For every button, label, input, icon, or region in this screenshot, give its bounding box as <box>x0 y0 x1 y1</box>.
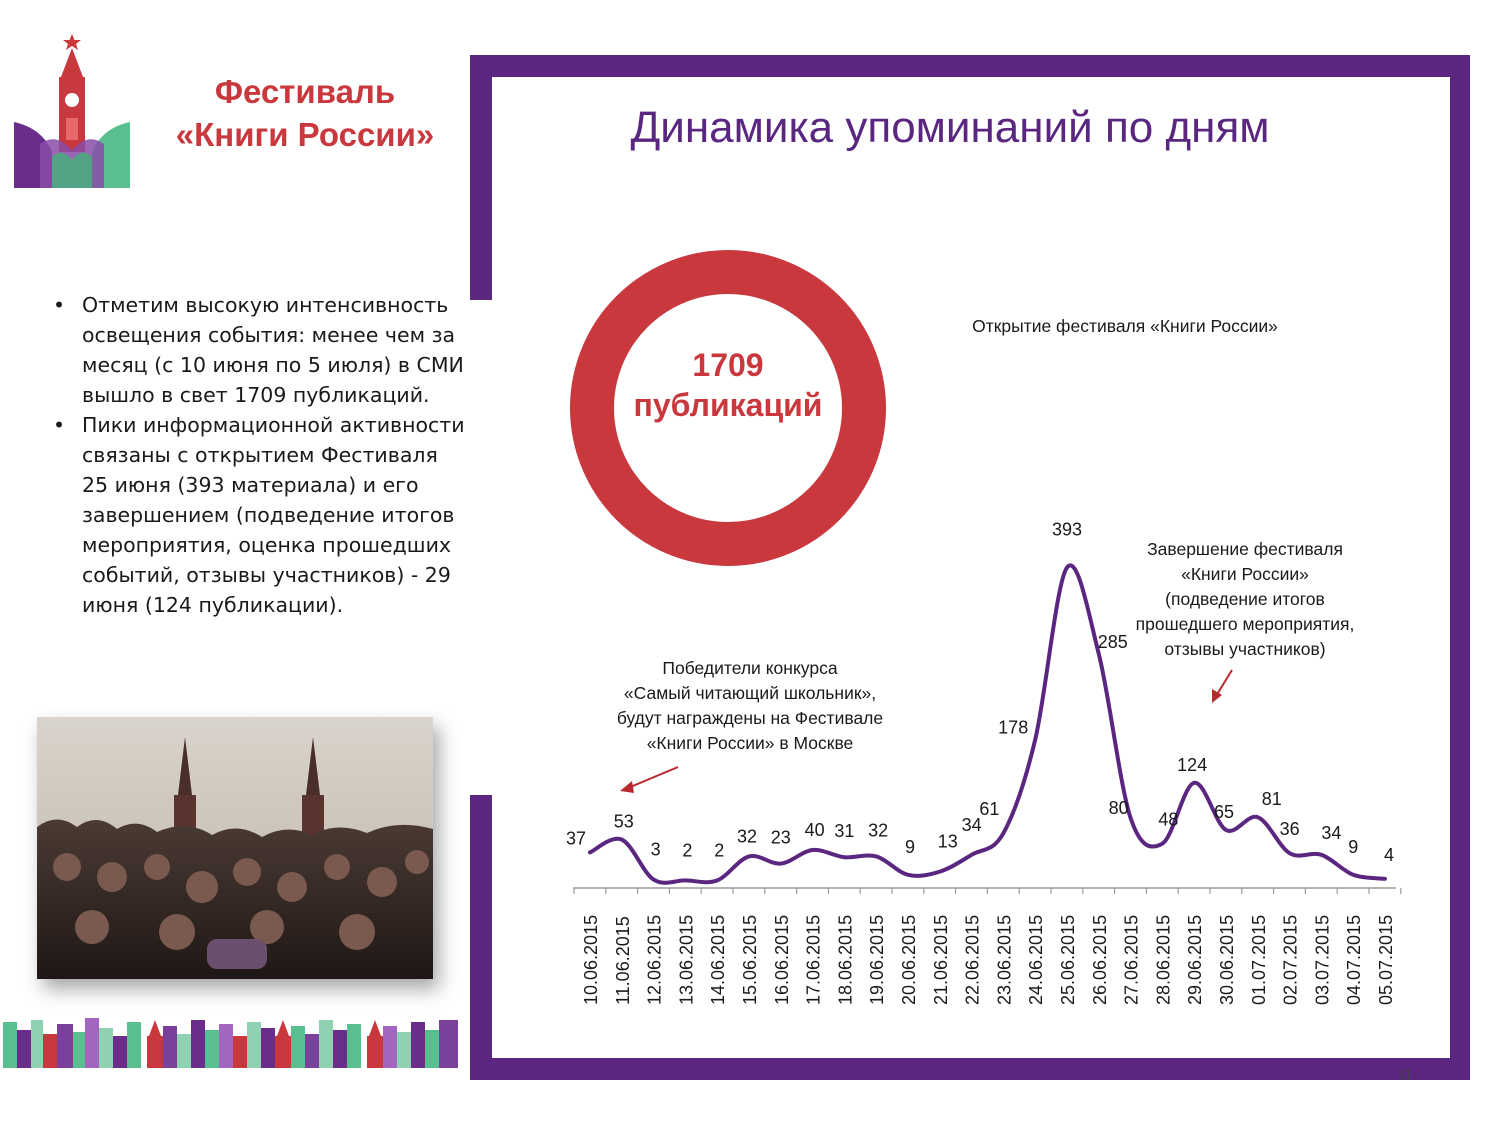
x-tick-label: 19.06.2015 <box>867 915 887 1005</box>
total-publications-donut <box>570 250 886 566</box>
bullet-list: Отметим высокую интенсивность освещения … <box>50 290 470 620</box>
data-label: 37 <box>566 828 586 848</box>
data-label: 32 <box>737 826 757 846</box>
x-tick-label: 25.06.2015 <box>1058 915 1078 1005</box>
page-number: 11 <box>1397 1066 1413 1082</box>
x-tick-label: 20.06.2015 <box>899 915 919 1005</box>
data-label: 124 <box>1177 755 1207 775</box>
x-tick-label: 21.06.2015 <box>931 915 951 1005</box>
festival-title: Фестиваль «Книги России» <box>150 70 460 156</box>
annotation-line: (подведение итогов <box>1165 589 1325 609</box>
x-tick-label: 23.06.2015 <box>994 915 1014 1005</box>
data-label: 48 <box>1158 810 1178 830</box>
arrow-icon <box>620 766 679 793</box>
x-tick-label: 11.06.2015 <box>613 916 633 1005</box>
x-tick-label: 27.06.2015 <box>1122 915 1142 1005</box>
x-tick-label: 24.06.2015 <box>1026 915 1046 1005</box>
data-label: 65 <box>1214 802 1234 822</box>
data-label: 36 <box>1280 819 1300 839</box>
donut-label: 1709 публикаций <box>605 345 851 425</box>
data-label: 4 <box>1384 845 1394 865</box>
annotation-closing: Завершение фестиваля «Книги России» (под… <box>1090 537 1400 662</box>
chart-title: Динамика упоминаний по дням <box>630 103 1270 152</box>
data-label: 285 <box>1098 632 1128 652</box>
arrow-icon <box>1212 669 1233 703</box>
data-label: 9 <box>905 837 915 857</box>
annotation-line: «Самый читающий школьник», <box>623 683 877 703</box>
annotation-line: будут награждены на Фестивале <box>616 708 884 728</box>
x-tick-label: 02.07.2015 <box>1281 915 1301 1005</box>
annotation-line: Победители конкурса <box>662 658 838 678</box>
x-tick-label: 16.06.2015 <box>772 915 792 1005</box>
data-label: 178 <box>998 718 1028 738</box>
data-label: 9 <box>1348 837 1358 857</box>
donut-caption: публикаций <box>633 387 823 423</box>
donut-number: 1709 <box>692 347 764 383</box>
x-tick-label: 01.07.2015 <box>1249 915 1269 1005</box>
x-tick-label: 03.07.2015 <box>1312 915 1332 1005</box>
x-tick-label: 15.06.2015 <box>740 915 760 1005</box>
data-label: 393 <box>1052 520 1082 540</box>
festival-title-line2: «Книги России» <box>175 116 435 153</box>
festival-crowd-photo <box>37 717 433 979</box>
data-label: 61 <box>979 799 999 819</box>
data-label: 53 <box>614 812 634 832</box>
x-tick-label: 04.07.2015 <box>1344 915 1364 1005</box>
x-tick-label: 28.06.2015 <box>1153 915 1173 1005</box>
x-tick-label: 13.06.2015 <box>676 915 696 1005</box>
x-tick-label: 26.06.2015 <box>1090 915 1110 1005</box>
data-label: 34 <box>962 815 982 835</box>
annotation-line: «Книги России» <box>1181 564 1309 584</box>
data-label: 32 <box>868 820 888 840</box>
x-tick-label: 30.06.2015 <box>1217 915 1237 1005</box>
data-label: 34 <box>1321 823 1341 843</box>
x-tick-label: 10.06.2015 <box>581 915 601 1005</box>
festival-title-line1: Фестиваль <box>214 73 396 110</box>
x-tick-labels: 10.06.2015 11.06.2015 12.06.2015 13.06.2015… <box>581 915 1396 1005</box>
data-label: 13 <box>938 832 958 852</box>
bullet-item: Отметим высокую интенсивность освещения … <box>50 290 470 410</box>
data-label: 3 <box>651 840 661 860</box>
data-label: 2 <box>714 840 724 860</box>
data-label: 2 <box>682 840 692 860</box>
data-label: 80 <box>1109 798 1129 818</box>
x-tick-label: 14.06.2015 <box>708 915 728 1005</box>
x-tick-label: 18.06.2015 <box>835 915 855 1005</box>
annotation-line: прошедшего мероприятия, <box>1135 614 1355 634</box>
annotation-line: «Книги России» в Москве <box>646 733 854 753</box>
series-line <box>588 563 1387 885</box>
bullet-item: Пики информационной активности связаны с… <box>50 410 470 620</box>
annotation-opening: Открытие фестиваля «Книги России» <box>972 316 1278 336</box>
x-tick-label: 29.06.2015 <box>1185 915 1205 1005</box>
data-label: 81 <box>1262 789 1282 809</box>
purple-frame <box>470 55 1470 1080</box>
x-axis <box>573 887 1402 894</box>
annotation-line: отзывы участников) <box>1164 639 1326 659</box>
data-label: 40 <box>805 820 825 840</box>
x-tick-label: 22.06.2015 <box>963 915 983 1005</box>
annotation-line: Завершение фестиваля <box>1147 539 1343 559</box>
decorative-book-strip <box>3 1016 458 1068</box>
kremlin-tower-logo <box>14 34 130 188</box>
annotation-winners: Победители конкурса «Самый читающий школ… <box>560 656 940 756</box>
data-label: 23 <box>771 828 791 848</box>
x-tick-label: 05.07.2015 <box>1376 915 1396 1005</box>
x-tick-label: 17.06.2015 <box>804 915 824 1005</box>
x-tick-label: 12.06.2015 <box>645 915 665 1005</box>
data-label: 31 <box>834 821 854 841</box>
